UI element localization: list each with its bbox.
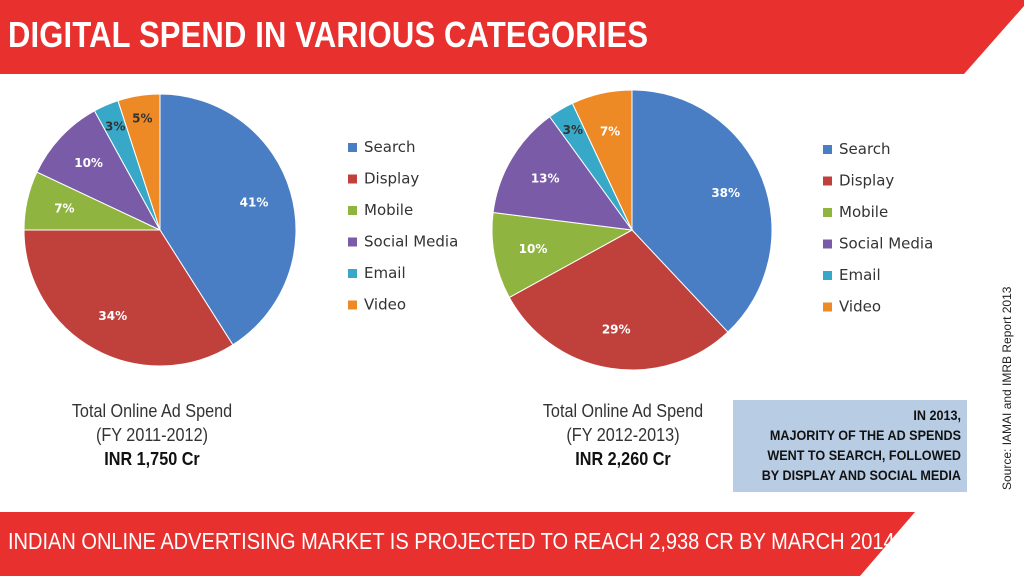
legend-label-display: Display — [364, 170, 419, 188]
legend-label-search: Search — [839, 140, 891, 158]
caption-fy2012-year: (FY 2012-2013) — [566, 425, 680, 445]
legend-label-email: Email — [839, 266, 881, 284]
caption-fy2011-year: (FY 2011-2012) — [96, 425, 208, 445]
header-banner-shape — [0, 0, 1024, 74]
legend-swatch-search — [348, 143, 357, 152]
footer-banner-shape — [0, 512, 915, 576]
legend-label-mobile: Mobile — [364, 201, 413, 219]
legend-label-video: Video — [839, 298, 881, 316]
pie-value-label-social-media: 13% — [531, 172, 560, 186]
pie-value-label-display: 34% — [98, 309, 127, 323]
caption-fy2012-title: Total Online Ad Spend — [542, 401, 704, 421]
legend-swatch-email — [348, 269, 357, 278]
caption-fy2011-total: INR 1,750 Cr — [104, 449, 200, 469]
legend-label-social-media: Social Media — [839, 235, 933, 253]
pie-value-label-search: 41% — [240, 196, 269, 210]
charts-area: 41% 34% 7% 10% 3% 5% Search Display Mobile Social… — [23, 89, 933, 371]
source-credit: Source: IAMAI and IMRB Report 2013 — [1000, 286, 1014, 490]
insight-note-text: IN 2013, MAJORITY OF THE AD SPENDS WENT … — [733, 405, 961, 485]
page-title: DIGITAL SPEND IN VARIOUS CATEGORIES — [8, 14, 649, 55]
legend-label-video: Video — [364, 296, 406, 314]
caption-fy2011: Total Online Ad Spend (FY 2011-2012) INR… — [32, 399, 272, 471]
legend-swatch-mobile — [823, 208, 832, 217]
pie-slice-social-media — [492, 116, 634, 231]
legend-swatch-social-media — [348, 237, 357, 247]
pie-value-label-search: 38% — [711, 186, 740, 200]
pie-value-label-video: 7% — [600, 125, 620, 139]
pie-value-label-email: 3% — [563, 123, 583, 137]
legend-label-social-media: Social Media — [364, 233, 458, 251]
pie-slice-social-media — [36, 110, 162, 232]
legend-1: Search Display Mobile Social Media Email Vide… — [348, 138, 458, 314]
pie-value-label-video: 5% — [132, 112, 152, 126]
legend-swatch-display — [823, 176, 832, 186]
footer-message: INDIAN ONLINE ADVERTISING MARKET IS PROJ… — [8, 528, 895, 554]
insight-note-box: IN 2013, MAJORITY OF THE AD SPENDS WENT … — [733, 400, 967, 492]
legend-swatch-video — [348, 300, 357, 310]
pie-slice-video — [117, 93, 161, 231]
pie-slice-mobile — [491, 211, 634, 299]
pie-value-label-email: 3% — [105, 119, 125, 133]
caption-fy2011-title: Total Online Ad Spend — [71, 401, 233, 421]
footer-banner — [0, 512, 915, 576]
caption-fy2012-total: INR 2,260 Cr — [575, 449, 671, 469]
note-line: MAJORITY OF THE AD SPENDS — [769, 427, 961, 443]
legend-2: Search Display Mobile Social Media Email Vide… — [823, 140, 933, 316]
pie-slice-search — [159, 93, 297, 346]
pie-slice-search — [631, 89, 773, 333]
pie-value-label-mobile: 7% — [54, 202, 74, 216]
pie-chart-1: 41% 34% 7% 10% 3% 5% — [23, 93, 297, 367]
caption-fy2012: Total Online Ad Spend (FY 2012-2013) INR… — [503, 399, 743, 471]
legend-label-display: Display — [839, 172, 894, 190]
legend-swatch-email — [823, 271, 832, 280]
header-banner — [0, 0, 1024, 74]
note-line: BY DISPLAY AND SOCIAL MEDIA — [761, 467, 961, 483]
legend-swatch-search — [823, 145, 832, 154]
legend-label-mobile: Mobile — [839, 203, 888, 221]
note-line: WENT TO SEARCH, FOLLOWED — [767, 447, 961, 463]
note-line: IN 2013, — [913, 407, 961, 423]
pie-slice-display — [508, 229, 729, 371]
pie-slice-video — [571, 89, 633, 231]
pie-slice-display — [23, 229, 234, 367]
legend-swatch-social-media — [823, 239, 832, 249]
legend-swatch-display — [348, 174, 357, 184]
legend-label-email: Email — [364, 264, 406, 282]
legend-swatch-mobile — [348, 206, 357, 215]
legend-swatch-video — [823, 302, 832, 312]
pie-value-label-display: 29% — [602, 323, 631, 337]
pie-chart-2: 38% 29% 10% 13% 3% 7% — [491, 89, 773, 371]
pie-value-label-social-media: 10% — [74, 156, 103, 170]
pie-value-label-mobile: 10% — [519, 242, 548, 256]
legend-label-search: Search — [364, 138, 416, 156]
